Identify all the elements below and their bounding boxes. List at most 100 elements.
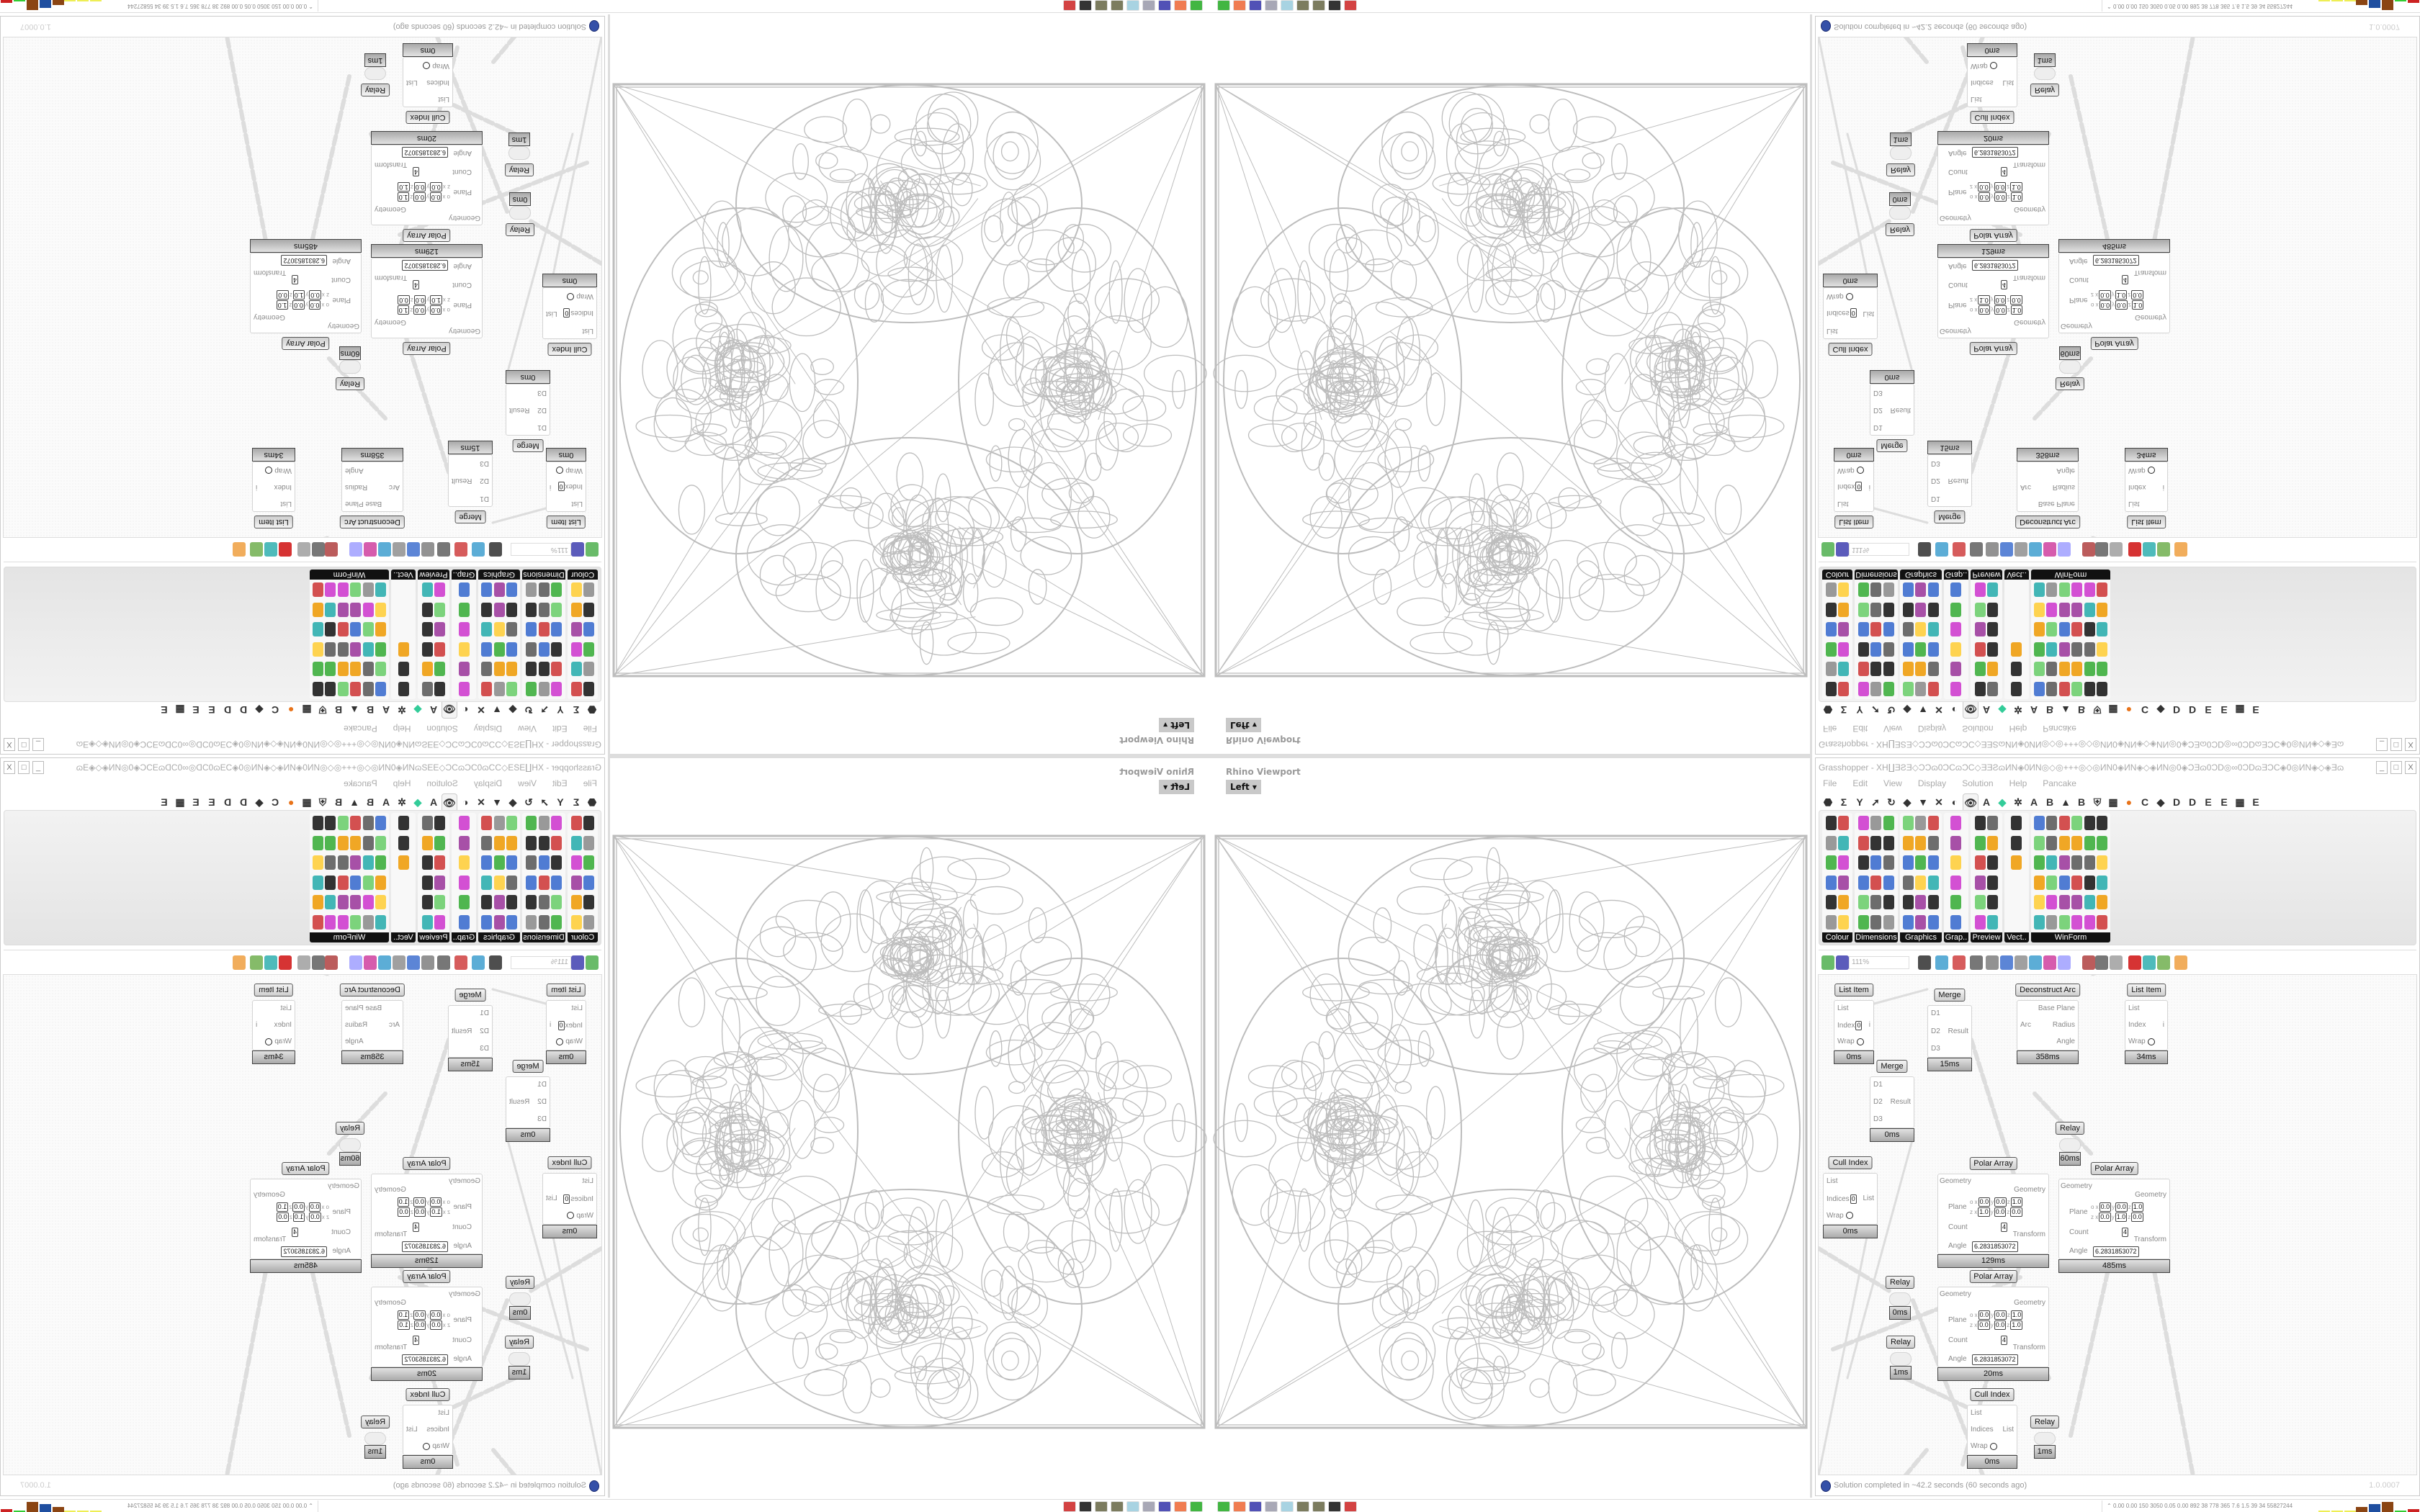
component-icon[interactable]	[1902, 816, 1914, 830]
tab-icon[interactable]: D	[2172, 704, 2181, 716]
panel-label[interactable]: Preview	[1971, 932, 2002, 942]
component-icon[interactable]	[2084, 835, 2095, 850]
component-relay[interactable]	[1890, 146, 1912, 160]
wrap-toggle[interactable]	[1845, 292, 1853, 300]
component-icon[interactable]	[338, 642, 349, 657]
index-value[interactable]: 0	[1855, 482, 1863, 491]
panel-label[interactable]: Vect..	[391, 570, 416, 580]
plane-o-value[interactable]: 1.0	[2131, 1202, 2144, 1212]
index-value[interactable]: 0	[557, 482, 565, 491]
component-icon[interactable]	[1870, 855, 1882, 870]
wrap-toggle[interactable]	[265, 467, 273, 474]
component-icon[interactable]	[2046, 835, 2057, 850]
input-port-index[interactable]: Index	[274, 482, 292, 491]
plane-o-value[interactable]: 1.0	[2010, 305, 2023, 315]
wrap-toggle[interactable]	[556, 467, 564, 474]
plane-o-value[interactable]: 1.0	[2131, 300, 2144, 310]
angle-value[interactable]: 6.2831853072	[2093, 255, 2139, 266]
input-port-list[interactable]: List	[582, 326, 593, 335]
component-icon[interactable]	[526, 603, 537, 617]
component-title[interactable]: Relay	[335, 1122, 365, 1135]
tab-icon[interactable]: ↻	[524, 796, 533, 808]
component-icon[interactable]	[571, 642, 582, 657]
tab-icon[interactable]: A	[429, 704, 438, 716]
component-icon[interactable]	[551, 582, 563, 598]
input-port-wrap[interactable]: Wrap	[423, 1442, 449, 1451]
component-icon[interactable]	[2097, 835, 2107, 850]
component-icon[interactable]	[493, 855, 505, 870]
tab-icon[interactable]: ▲	[349, 704, 359, 716]
input-port-wrap[interactable]: Wrap	[556, 1038, 583, 1046]
component-icon[interactable]	[1902, 662, 1914, 677]
plane-o-value[interactable]: 1.0	[2010, 1310, 2023, 1320]
component-icon[interactable]	[2058, 816, 2070, 830]
plane-z-value[interactable]: 0.0	[2010, 295, 2022, 305]
toolbar-icon[interactable]	[264, 542, 277, 557]
settings-red-icon[interactable]	[1063, 1501, 1076, 1512]
toolbar-icon[interactable]	[393, 542, 405, 557]
count-value[interactable]: 4	[2122, 275, 2129, 284]
input-port-d2[interactable]: D2	[1873, 1098, 1883, 1107]
component-list-item[interactable]: List Index Wrap i	[252, 462, 295, 512]
component-icon[interactable]	[2046, 662, 2057, 677]
component-icon[interactable]	[1902, 642, 1914, 657]
output-port-angle[interactable]: Angle	[2056, 466, 2075, 474]
component-icon[interactable]	[2033, 582, 2045, 598]
component-icon[interactable]	[434, 875, 446, 890]
menu-file[interactable]: File	[583, 778, 597, 788]
input-port-count[interactable]: Count	[452, 1223, 472, 1231]
toolbar-icon[interactable]	[1821, 955, 1834, 970]
toolbar-icon[interactable]	[2082, 542, 2095, 557]
component-icon[interactable]	[2033, 622, 2045, 637]
component-icon[interactable]	[398, 642, 409, 657]
wrap-toggle[interactable]	[1989, 1442, 1997, 1450]
angle-value[interactable]: 6.2831853072	[402, 1241, 448, 1252]
plane-z-value[interactable]: 0.0	[277, 1212, 289, 1222]
index-value[interactable]: 0	[1855, 1021, 1863, 1030]
component-icon[interactable]	[338, 855, 349, 870]
component-icon[interactable]	[1974, 895, 1986, 909]
component-icon[interactable]	[434, 835, 446, 850]
output-port-geometry[interactable]: Geometry	[2135, 313, 2166, 321]
component-title[interactable]: Polar Array	[1969, 229, 2017, 242]
tab-icon[interactable]: ✕	[1935, 704, 1943, 716]
component-icon[interactable]	[1987, 662, 1998, 677]
component-icon[interactable]	[458, 622, 470, 637]
tab-icon[interactable]: Y	[557, 704, 564, 716]
input-port-list[interactable]: List	[1837, 499, 1849, 508]
component-icon[interactable]	[1950, 662, 1962, 677]
component-title[interactable]: Polar Array	[1969, 342, 2017, 355]
input-port-wrap[interactable]: Wrap	[1971, 61, 1997, 70]
component-title[interactable]: Cull Index	[405, 1388, 450, 1401]
wrap-toggle[interactable]	[423, 1442, 431, 1450]
component-relay[interactable]	[509, 1292, 531, 1306]
output-port-geometry[interactable]: Geometry	[2014, 318, 2045, 326]
component-icon[interactable]	[1870, 914, 1882, 930]
component-icon[interactable]	[538, 895, 550, 909]
component-icon[interactable]	[338, 622, 349, 637]
input-port-list[interactable]: List	[438, 1409, 449, 1418]
component-icon[interactable]	[2071, 895, 2082, 909]
component-relay[interactable]	[339, 1138, 361, 1152]
component-icon[interactable]	[481, 835, 493, 850]
component-title[interactable]: List Item	[2127, 984, 2166, 996]
tab-icon[interactable]: C	[2141, 796, 2149, 808]
component-icon[interactable]	[375, 622, 387, 637]
tab-icon[interactable]: ◆	[1998, 704, 2007, 716]
plane-o-value[interactable]: 0.0	[2099, 300, 2112, 310]
tab-icon[interactable]: ▦	[2235, 704, 2245, 716]
input-port-angle[interactable]: Angle	[1948, 262, 1967, 270]
count-value[interactable]: 4	[412, 1223, 419, 1232]
tab-icon[interactable]: ➚	[1871, 796, 1880, 808]
component-title[interactable]: Polar Array	[403, 229, 451, 242]
menu-pancake[interactable]: Pancake	[344, 778, 377, 788]
component-icon[interactable]	[538, 642, 550, 657]
component-icon[interactable]	[583, 582, 595, 598]
component-icon[interactable]	[583, 835, 595, 850]
input-port-d1[interactable]: D1	[480, 494, 489, 503]
component-icon[interactable]	[526, 895, 537, 909]
panel-label[interactable]: Vect..	[391, 932, 416, 942]
